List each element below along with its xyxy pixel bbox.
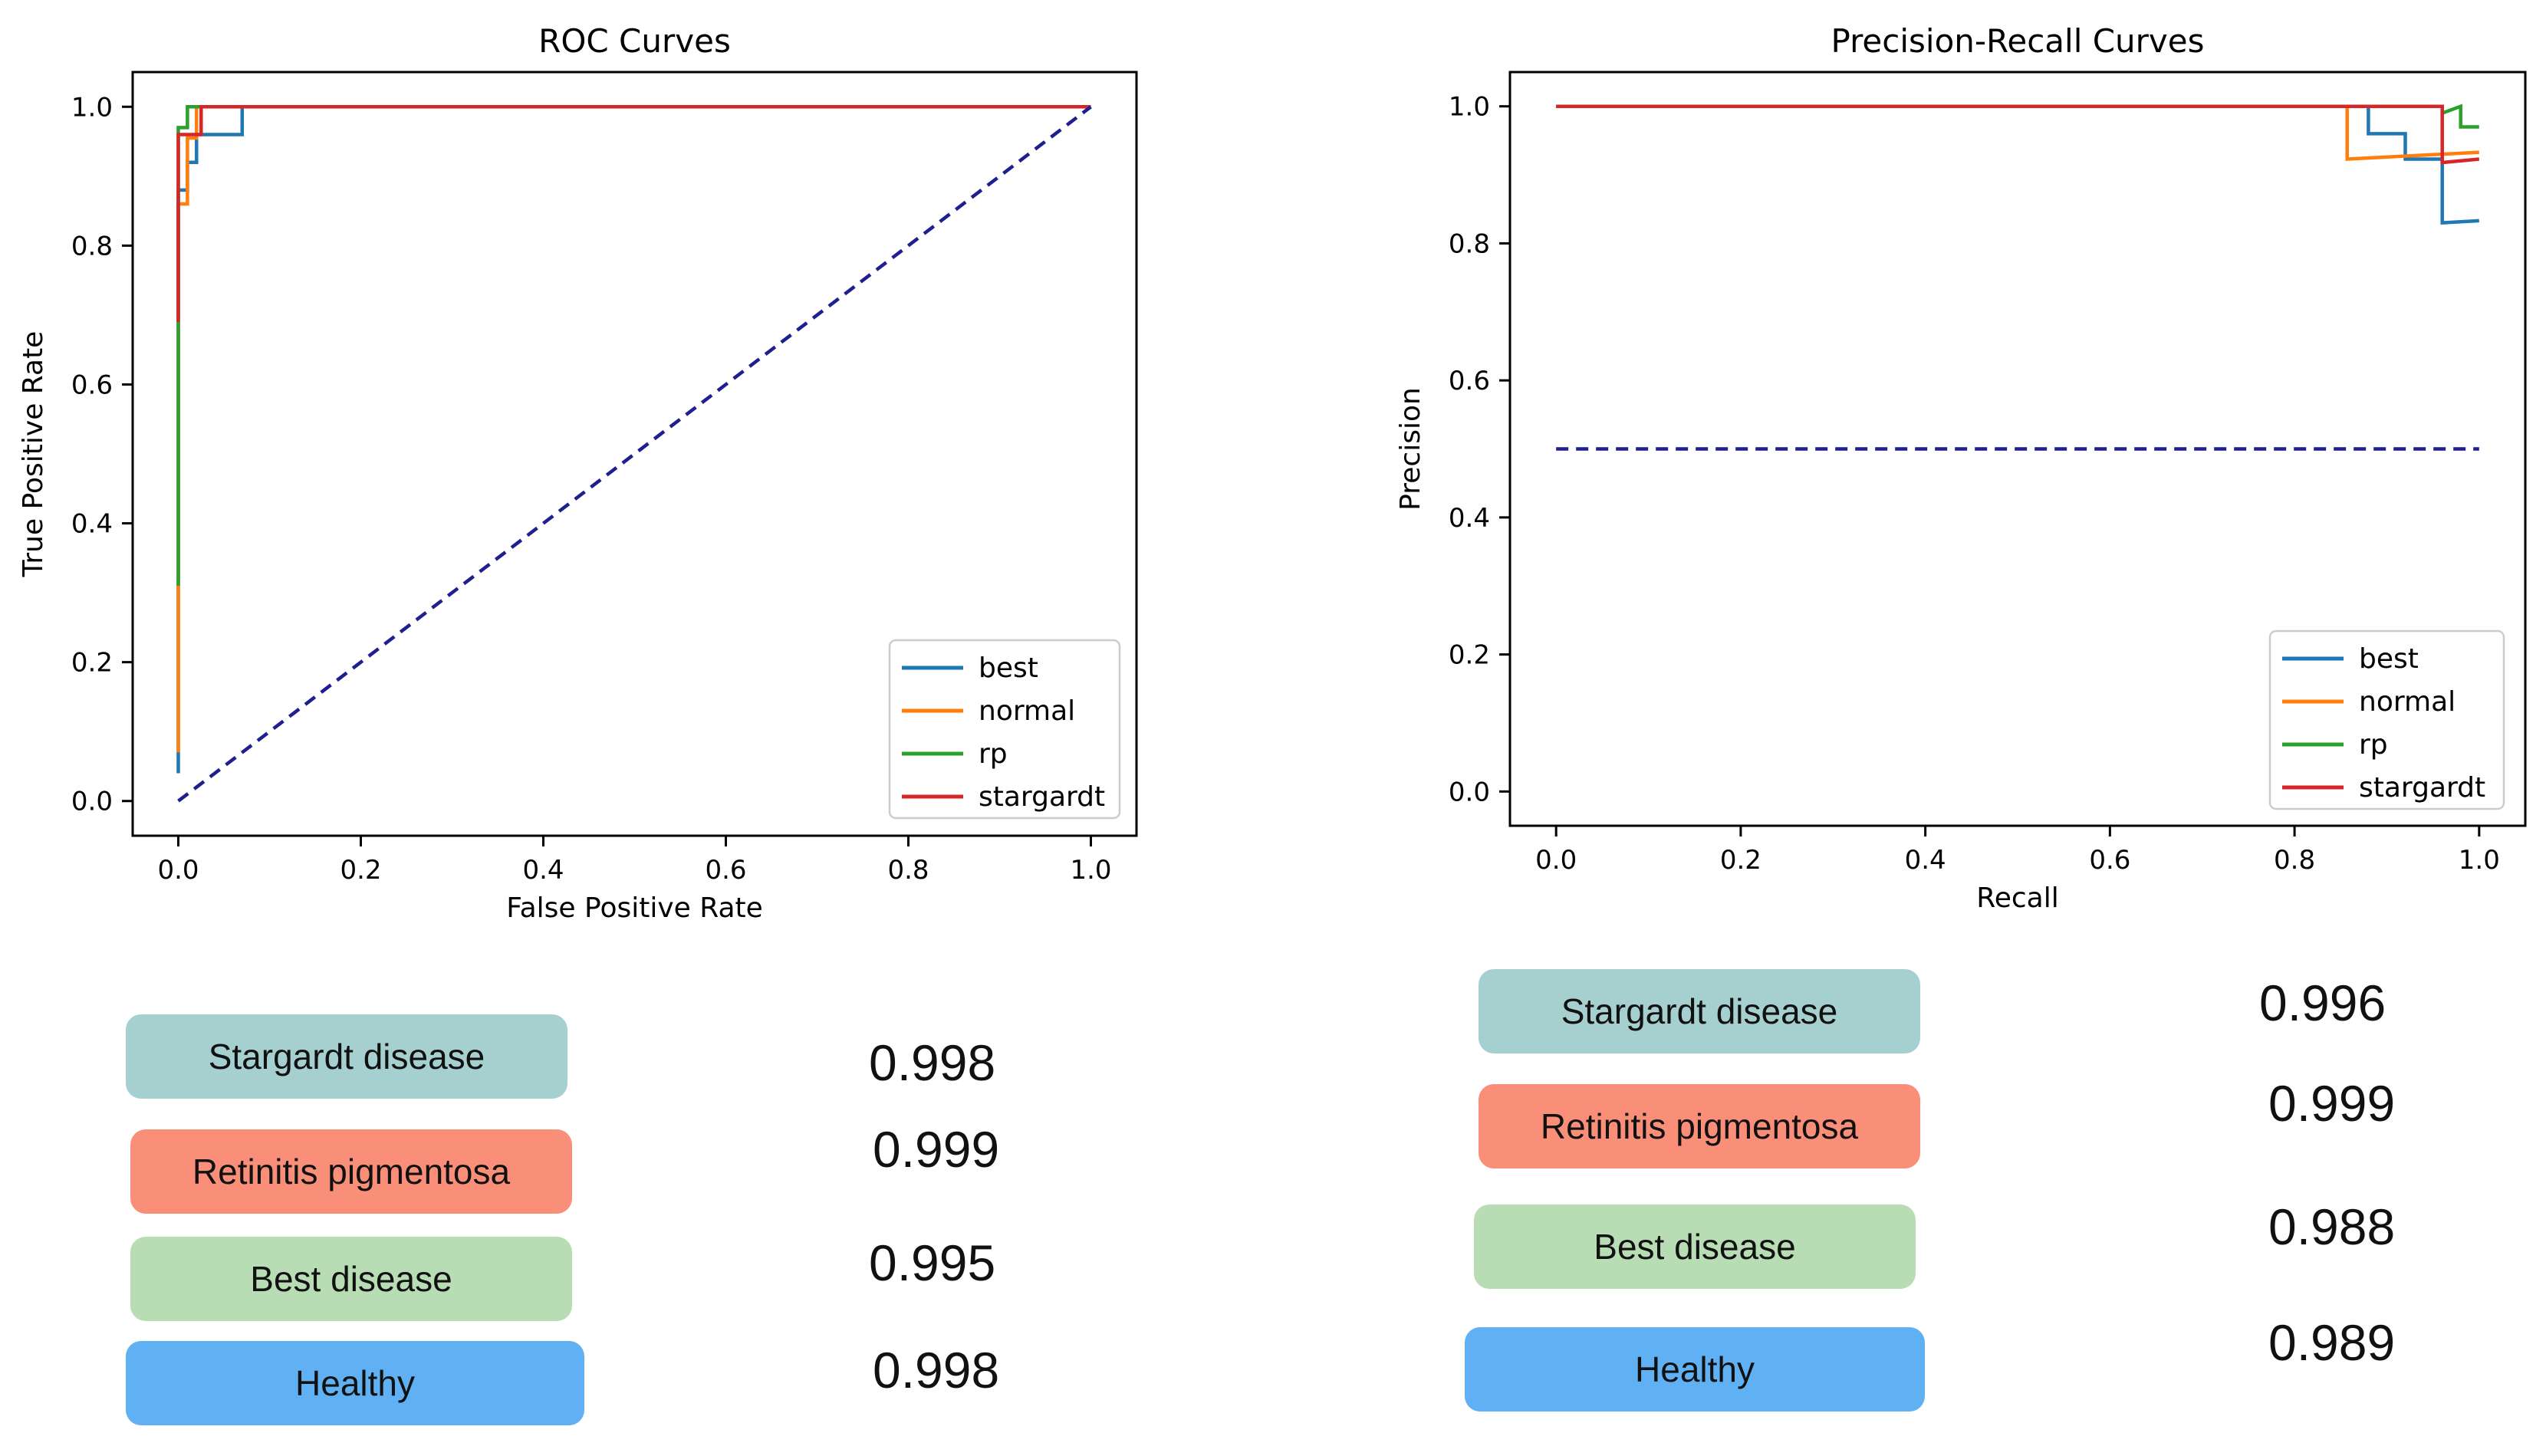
roc-xtick-label: 0.2	[340, 855, 381, 886]
left-score-stargardt: 0.998	[869, 1034, 996, 1091]
pr-ytick-label: 0.0	[1449, 777, 1490, 807]
roc-plot-frame	[131, 71, 1138, 837]
roc-xtick-label: 1.0	[1070, 855, 1111, 886]
right-score-best: 0.988	[2268, 1198, 2396, 1255]
left-badge-best: Best disease	[130, 1237, 572, 1321]
roc-xtick-label: 0.4	[522, 855, 564, 886]
pr-xtick-label: 0.4	[1905, 845, 1946, 876]
pr-legend-label-normal: normal	[2359, 686, 2456, 718]
pr-legend-label-rp: rp	[2359, 729, 2388, 761]
roc-ytick-label: 0.4	[71, 509, 113, 540]
roc-ytick-label: 0.2	[71, 648, 113, 679]
roc-title: ROC Curves	[538, 22, 731, 60]
right-badge-stargardt: Stargardt disease	[1479, 969, 1920, 1053]
pr-title: Precision-Recall Curves	[1831, 22, 2205, 60]
roc-series-stargardt	[176, 105, 1091, 322]
pr-xtick-label: 0.0	[1535, 845, 1577, 876]
roc-legend: best normal rp stargardt	[888, 639, 1121, 820]
left-badge-healthy: Healthy	[126, 1341, 584, 1425]
roc-legend-box	[888, 639, 1121, 820]
pr-legend-label-best: best	[2359, 643, 2419, 675]
right-score-healthy: 0.989	[2268, 1314, 2396, 1371]
left-badge-stargardt: Stargardt disease	[126, 1014, 567, 1099]
pr-xlabel: Recall	[1976, 882, 2058, 914]
roc-legend-label-stargardt: stargardt	[979, 781, 1105, 813]
roc-series-rp	[176, 105, 1091, 586]
roc-legend-label-best: best	[979, 652, 1038, 684]
pr-ytick-label: 0.4	[1449, 503, 1490, 534]
right-score-retinitis: 0.999	[2268, 1075, 2396, 1132]
pr-xtick-label: 0.6	[2089, 845, 2130, 876]
roc-ytick-label: 1.0	[71, 92, 113, 123]
roc-xtick-label: 0.6	[705, 855, 746, 886]
pr-series-best	[1556, 104, 2479, 225]
pr-ytick-label: 0.8	[1449, 228, 1490, 259]
pr-legend-box	[2268, 629, 2505, 810]
left-score-healthy: 0.998	[873, 1342, 1000, 1398]
pr-ylabel: Precision	[1395, 387, 1426, 511]
pr-ytick-label: 1.0	[1449, 92, 1490, 123]
left-badge-retinitis: Retinitis pigmentosa	[130, 1129, 572, 1214]
pr-ytick-label: 0.2	[1449, 640, 1490, 671]
pr-plot-frame	[1508, 71, 2527, 827]
roc-xtick-label: 0.8	[887, 855, 929, 886]
roc-series-best	[176, 105, 1091, 774]
roc-xlabel: False Positive Rate	[506, 892, 763, 924]
right-badge-best: Best disease	[1474, 1205, 1916, 1289]
roc-ytick-label: 0.6	[71, 370, 113, 400]
right-badge-retinitis: Retinitis pigmentosa	[1479, 1084, 1920, 1168]
roc-legend-label-normal: normal	[979, 695, 1075, 727]
roc-baseline	[177, 105, 1092, 803]
pr-ytick-label: 0.6	[1449, 366, 1490, 396]
pr-xtick-label: 0.2	[1720, 845, 1761, 876]
roc-chart: 0.0 0.2 0.4 0.6 0.8 1.0 0.0 0.2 0.4 0.6 0.8 1.0 ROC …	[18, 22, 1138, 924]
pr-chart: 0.0 0.2 0.4 0.6 0.8 1.0 0.0 0.2 0.4 0.6 0.8 1.0 Prec…	[1395, 22, 2527, 914]
pr-legend: best normal rp stargardt	[2268, 629, 2505, 810]
left-score-retinitis: 0.999	[873, 1121, 1000, 1178]
roc-xtick-label: 0.0	[157, 855, 199, 886]
pr-xtick-label: 0.8	[2274, 845, 2315, 876]
roc-ytick-label: 0.0	[71, 787, 113, 817]
roc-legend-label-rp: rp	[979, 738, 1008, 770]
pr-series-rp	[1556, 104, 2479, 129]
pr-xtick-label: 1.0	[2459, 845, 2500, 876]
pr-series-stargardt	[1556, 104, 2480, 165]
roc-ytick-label: 0.8	[71, 231, 113, 261]
right-score-stargardt: 0.996	[2259, 975, 2386, 1031]
right-badge-healthy: Healthy	[1465, 1327, 1925, 1412]
pr-series-normal	[1556, 104, 2479, 161]
pr-legend-label-stargardt: stargardt	[2359, 772, 2485, 804]
left-score-best: 0.995	[869, 1234, 996, 1291]
roc-ylabel: True Positive Rate	[18, 331, 49, 578]
